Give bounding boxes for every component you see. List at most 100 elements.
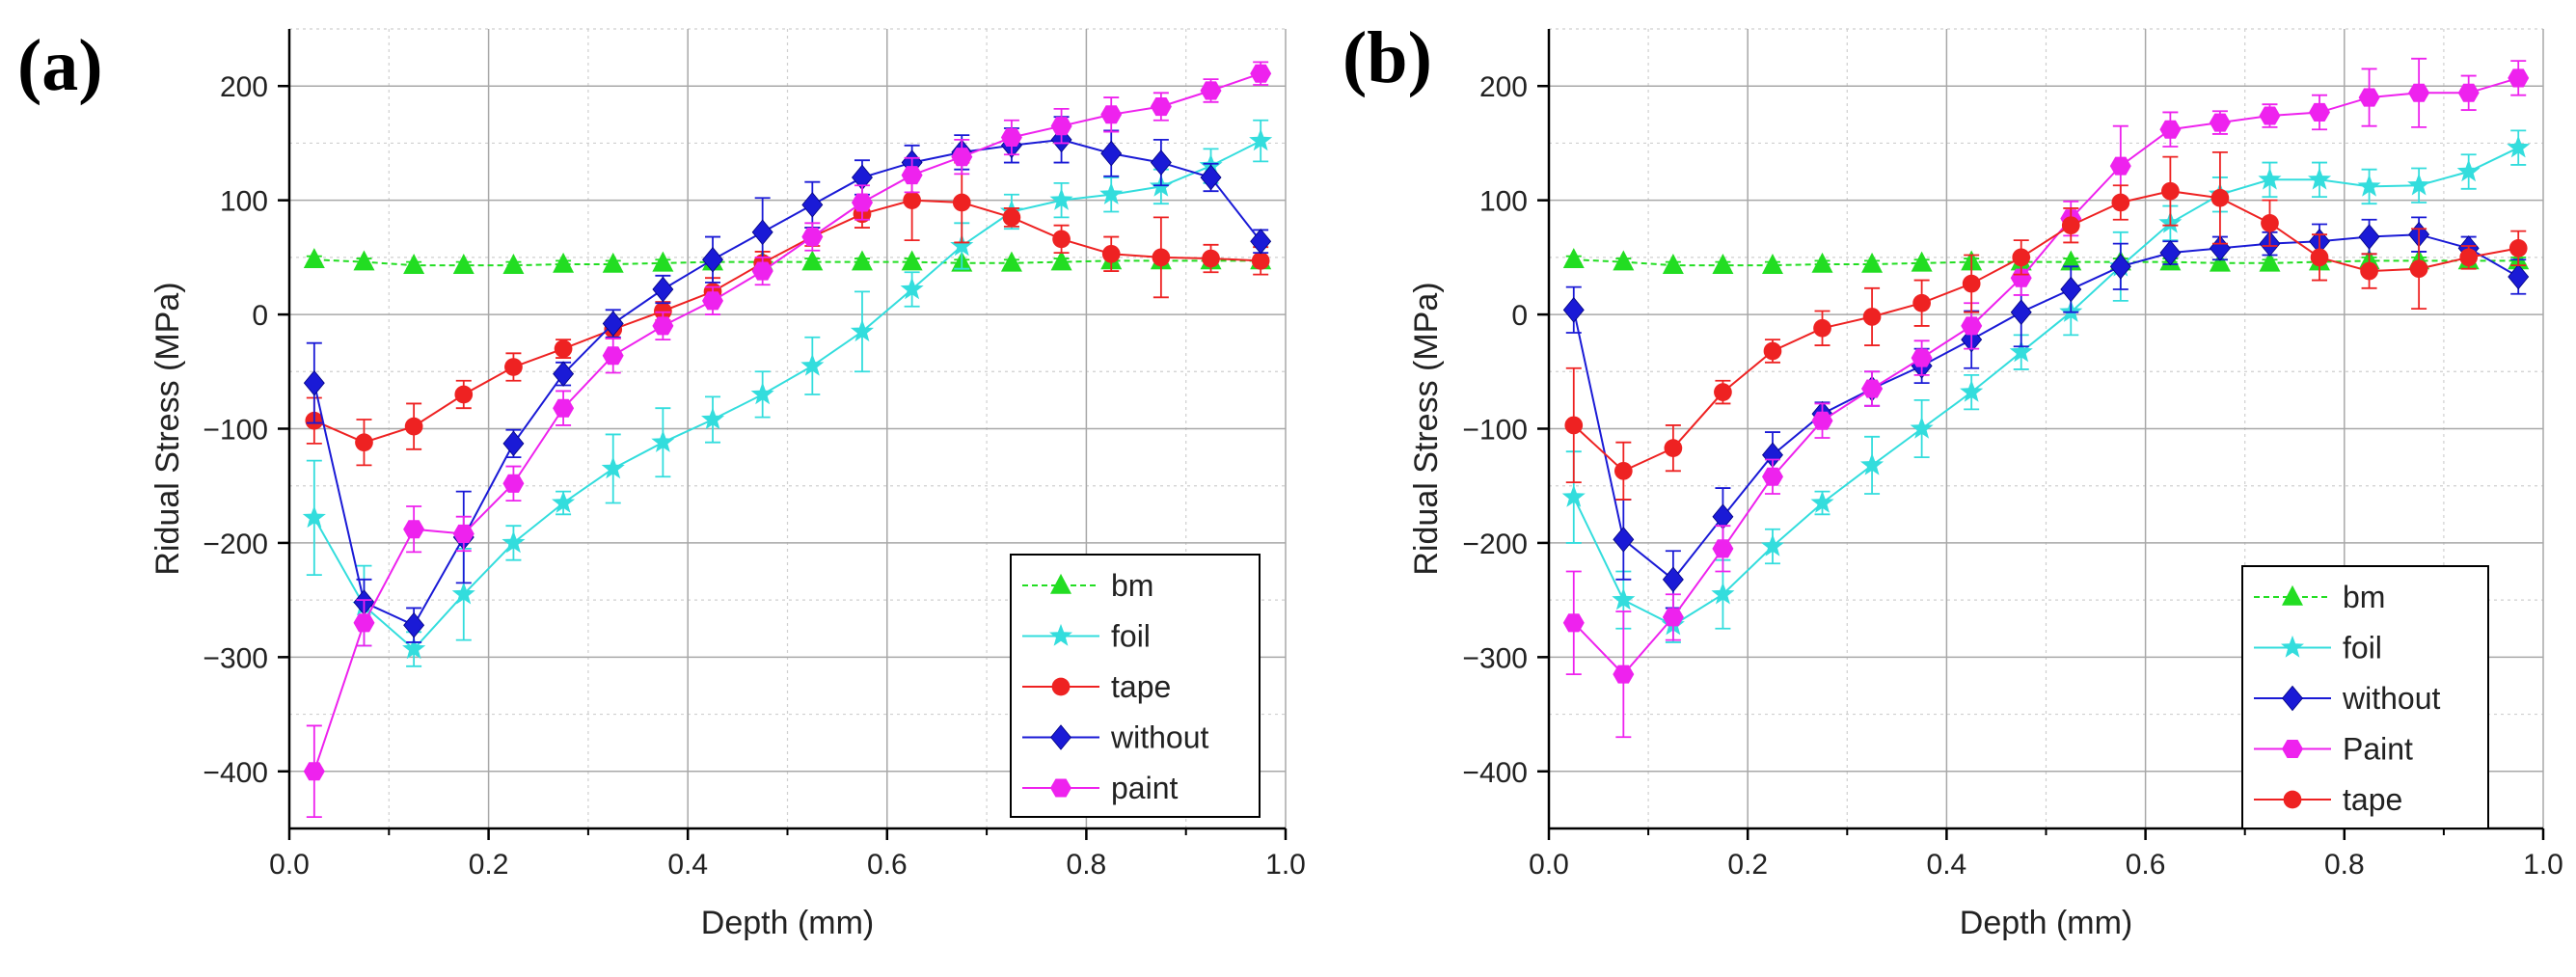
- y-tick-label: 200: [220, 71, 268, 103]
- data-point: [1662, 254, 1684, 274]
- data-point: [1813, 318, 1831, 338]
- series-paint: [303, 61, 1272, 819]
- panel-label: (b): [1342, 17, 1432, 98]
- data-point: [2409, 259, 2428, 279]
- data-point: [851, 250, 873, 271]
- data-point: [1911, 251, 1933, 272]
- data-point: [2310, 248, 2329, 267]
- data-point: [402, 637, 426, 660]
- data-point: [1250, 64, 1272, 83]
- data-point: [2210, 188, 2230, 207]
- legend-marker: [1050, 724, 1071, 750]
- data-point: [403, 611, 425, 638]
- x-tick-label: 0.0: [269, 849, 310, 881]
- legend-label: paint: [1111, 771, 1179, 805]
- data-point: [602, 252, 624, 273]
- data-point: [1664, 439, 1683, 457]
- data-point: [1202, 249, 1220, 268]
- y-tick-label: −200: [1462, 529, 1528, 560]
- data-point: [1811, 252, 1833, 273]
- data-point: [652, 276, 674, 303]
- data-point: [302, 505, 326, 529]
- data-point: [1251, 252, 1270, 270]
- series-tape: [1564, 151, 2528, 501]
- data-point: [1152, 248, 1171, 267]
- legend: bm foil tape without paint: [1010, 554, 1261, 818]
- data-point: [1000, 251, 1022, 272]
- data-point: [2508, 68, 2530, 88]
- y-tick-label: −100: [203, 415, 268, 447]
- legend: bm foil without Paint tape: [2241, 565, 2489, 829]
- data-point: [452, 524, 475, 543]
- data-point: [751, 261, 773, 281]
- data-point: [951, 148, 973, 167]
- data-point: [1049, 188, 1073, 210]
- data-point: [404, 417, 423, 436]
- data-point: [2507, 135, 2531, 158]
- data-point: [2259, 251, 2281, 272]
- legend-label: foil: [1111, 619, 1151, 654]
- data-point: [1662, 608, 1684, 627]
- data-point: [1050, 117, 1072, 136]
- data-point: [2209, 113, 2231, 132]
- data-point: [1000, 128, 1022, 147]
- data-point: [1862, 308, 1882, 326]
- data-point: [2012, 248, 2031, 267]
- data-point: [2109, 156, 2131, 176]
- x-tick-label: 0.6: [2126, 849, 2166, 881]
- y-tick-label: −100: [1462, 415, 1528, 447]
- data-point: [552, 490, 576, 513]
- data-point: [1714, 383, 1732, 401]
- legend-label: Paint: [2343, 732, 2413, 767]
- data-point: [504, 358, 523, 376]
- data-point: [1960, 380, 1984, 402]
- data-point: [901, 250, 923, 271]
- x-tick-label: 0.6: [867, 849, 908, 881]
- legend-marker: [2283, 790, 2302, 809]
- legend-marker: [2282, 685, 2303, 712]
- x-tick-label: 0.2: [469, 849, 509, 881]
- data-point: [2459, 248, 2479, 267]
- data-point: [903, 191, 921, 209]
- legend-label: tape: [1111, 669, 1171, 704]
- data-point: [1100, 105, 1123, 124]
- data-point: [1613, 527, 1635, 553]
- data-point: [1050, 250, 1072, 271]
- data-point: [801, 228, 824, 247]
- data-point: [1662, 566, 1684, 593]
- data-point: [701, 407, 725, 430]
- series-line: [312, 140, 1261, 651]
- data-point: [1200, 164, 1222, 191]
- data-point: [952, 193, 971, 212]
- data-point: [303, 248, 325, 269]
- data-point: [1101, 244, 1121, 263]
- data-point: [2308, 167, 2332, 190]
- data-point: [353, 250, 375, 271]
- data-point: [2309, 102, 2330, 122]
- data-point: [1961, 316, 1983, 336]
- data-point: [1763, 341, 1782, 361]
- data-point: [2060, 250, 2082, 271]
- data-point: [1150, 97, 1172, 117]
- legend-label: foil: [2343, 631, 2382, 665]
- x-axis-title: Depth (mm): [701, 905, 874, 941]
- series-without: [303, 116, 1272, 643]
- data-point: [1910, 416, 1934, 439]
- data-point: [1150, 149, 1172, 176]
- x-tick-label: 0.4: [1927, 849, 1967, 881]
- data-point: [1002, 208, 1021, 227]
- y-tick-label: 100: [1479, 186, 1528, 218]
- data-point: [451, 582, 475, 605]
- data-point: [553, 398, 575, 418]
- data-point: [355, 433, 373, 452]
- x-tick-label: 1.0: [2523, 849, 2563, 881]
- data-point: [502, 430, 525, 457]
- y-axis-title: Ridual Stress (MPa): [149, 282, 186, 575]
- data-point: [1613, 461, 1633, 480]
- data-point: [852, 193, 873, 212]
- panel-label: (a): [17, 25, 103, 106]
- y-tick-label: 200: [1479, 71, 1528, 103]
- data-point: [502, 474, 525, 493]
- data-point: [2060, 276, 2082, 303]
- data-point: [2209, 251, 2231, 272]
